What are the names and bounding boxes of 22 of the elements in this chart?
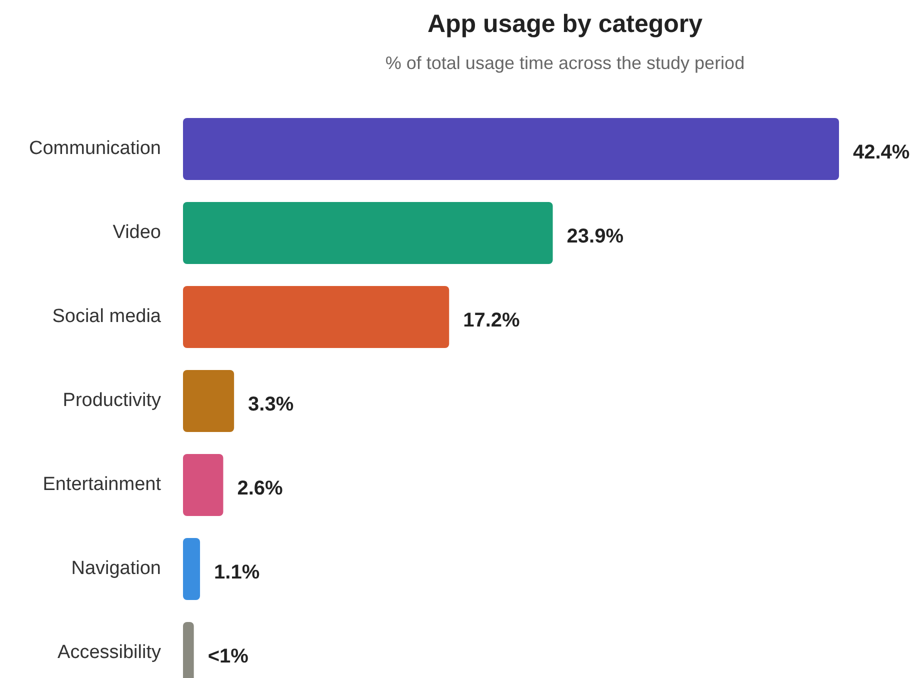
bar xyxy=(183,118,839,180)
y-tick-label: Accessibility xyxy=(58,642,162,664)
y-tick-label: Video xyxy=(112,222,161,244)
y-tick-label: Social media xyxy=(52,306,162,328)
y-tick-label: Navigation xyxy=(71,558,161,580)
bar xyxy=(183,286,450,348)
bar xyxy=(183,454,224,516)
bar xyxy=(183,202,553,264)
bar xyxy=(183,538,200,600)
y-tick-label: Entertainment xyxy=(42,474,162,496)
chart-title: App usage by category xyxy=(427,10,703,38)
chart-subtitle: % of total usage time across the study period xyxy=(385,53,745,73)
data-label: 1.1% xyxy=(214,561,260,584)
data-label: 42.4% xyxy=(853,141,910,164)
data-label: 2.6% xyxy=(237,477,284,500)
data-label: <1% xyxy=(208,645,249,668)
data-label: 23.9% xyxy=(566,225,624,248)
data-label: 17.2% xyxy=(463,309,520,332)
bar xyxy=(183,370,234,432)
y-tick-label: Productivity xyxy=(62,390,162,412)
data-label: 3.3% xyxy=(248,393,294,416)
y-tick-label: Communication xyxy=(29,138,161,160)
